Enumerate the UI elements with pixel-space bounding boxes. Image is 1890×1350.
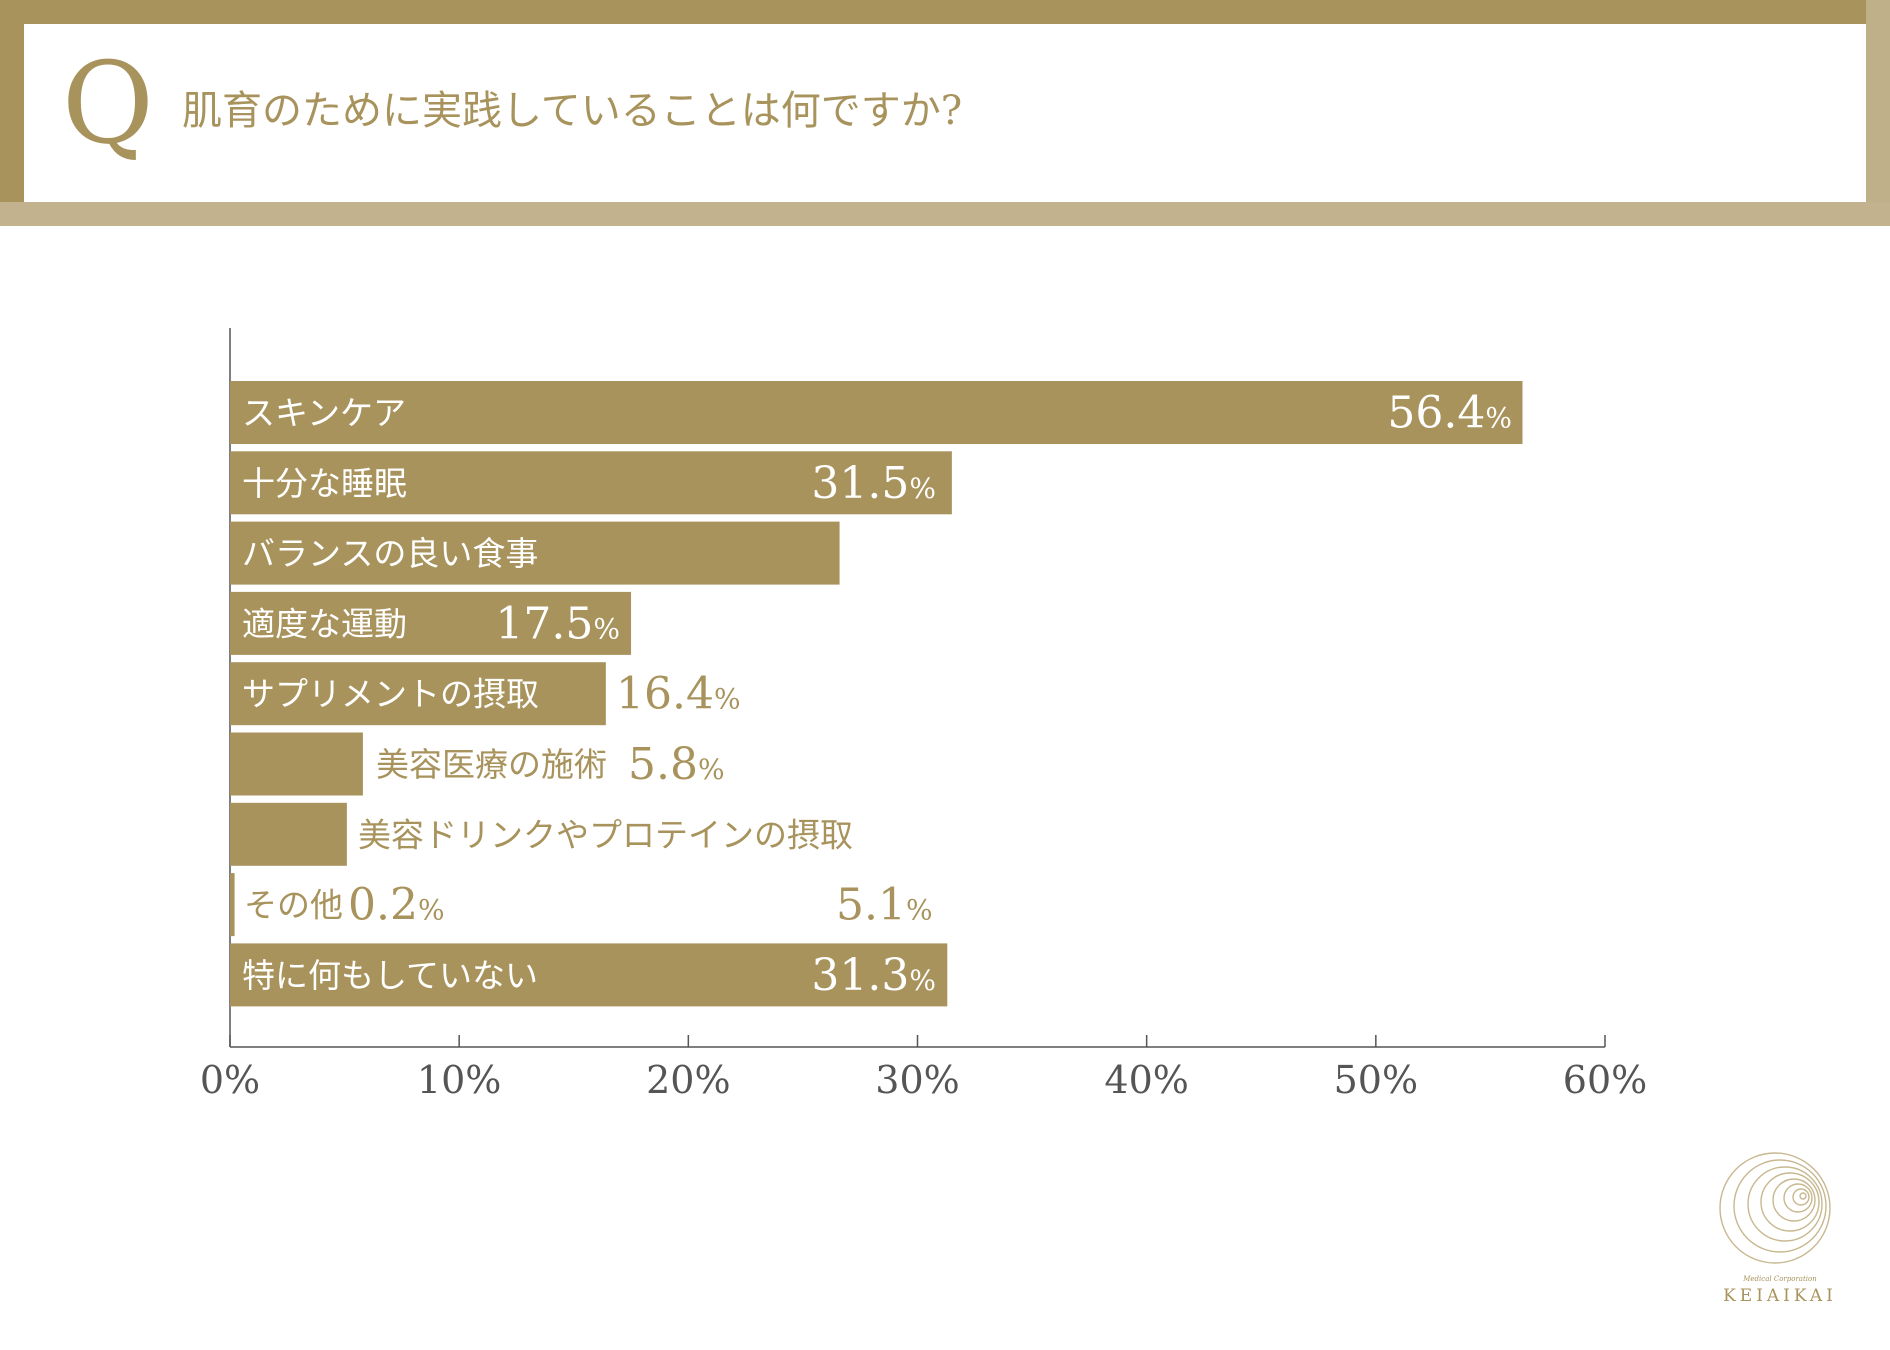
- x-tick-label: 50%: [1334, 1058, 1418, 1102]
- bar: [230, 662, 606, 726]
- value-label: 5.8%: [628, 739, 725, 790]
- question-mark-letter: Q: [62, 39, 154, 169]
- value-label: 16.4%: [616, 669, 741, 720]
- question-title: 肌育のために実践していることは何ですか?: [182, 88, 963, 134]
- bar: [230, 521, 840, 585]
- category-label: スキンケア: [242, 394, 406, 433]
- x-tick-label: 20%: [646, 1058, 730, 1102]
- header-frame-bottom: [0, 202, 1890, 226]
- x-tick-label: 30%: [875, 1058, 959, 1102]
- bar: [230, 943, 948, 1007]
- bar: [230, 873, 235, 937]
- bar: [230, 381, 1523, 444]
- logo-name: KEIAIKAI: [1723, 1286, 1837, 1306]
- x-tick-label: 0%: [200, 1058, 260, 1102]
- bar: [230, 451, 952, 515]
- keiaikai-logo: Medical Corporation KEIAIKAI: [1719, 1152, 1837, 1306]
- bar: [230, 591, 632, 655]
- category-label: 特に何もしていない: [242, 956, 538, 995]
- header-frame-top: [0, 0, 1890, 24]
- logo-subtitle: Medical Corporation: [1742, 1275, 1817, 1283]
- category-label: サプリメントの摂取: [242, 675, 539, 714]
- header-frame-left: [0, 0, 24, 226]
- bar: [230, 732, 363, 796]
- bar: [230, 802, 347, 866]
- header-frame-right: [1866, 0, 1890, 226]
- category-label: その他: [244, 886, 343, 925]
- header-panel: [24, 24, 1866, 202]
- value-label: 5.1%: [836, 880, 933, 931]
- value-label: 17.5%: [495, 598, 620, 649]
- category-label: 十分な睡眠: [242, 464, 407, 503]
- category-label: バランスの良い食事: [242, 534, 538, 573]
- category-label: 美容医療の施術: [376, 745, 607, 784]
- x-tick-label: 10%: [417, 1058, 501, 1102]
- x-tick-label: 40%: [1104, 1058, 1188, 1102]
- x-tick-label: 60%: [1563, 1058, 1647, 1102]
- category-label: 美容ドリンクやプロテインの摂取: [358, 815, 853, 854]
- value-label: 0.2%: [348, 880, 445, 931]
- category-label: 適度な運動: [242, 604, 407, 643]
